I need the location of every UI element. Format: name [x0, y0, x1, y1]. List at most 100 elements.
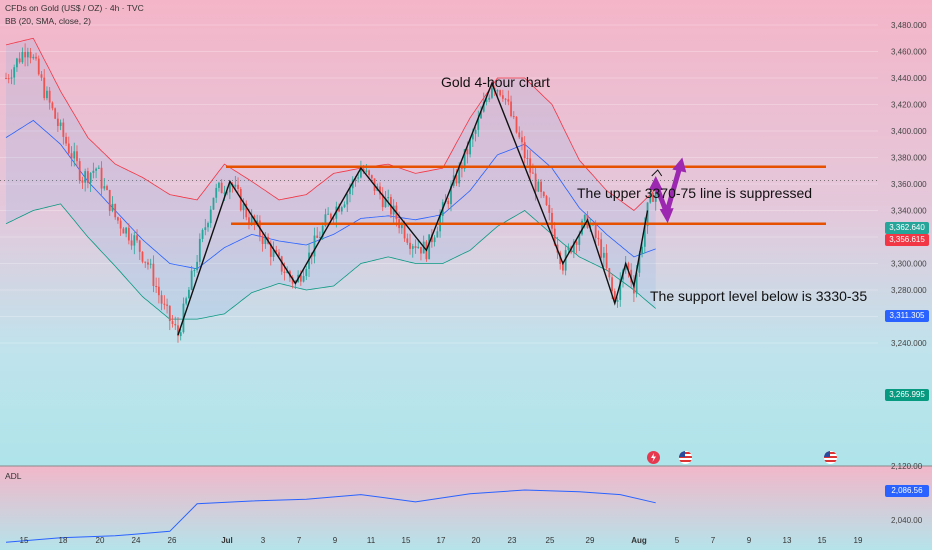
candle-body: [125, 227, 128, 234]
x-tick-label: Jul: [221, 536, 233, 545]
candle-body: [542, 191, 545, 197]
candle-body: [600, 239, 603, 258]
candle-body: [220, 182, 223, 194]
candle-body: [81, 180, 84, 183]
candle-body: [613, 291, 616, 302]
candle-body: [10, 77, 13, 79]
flash-event-icon[interactable]: [647, 451, 660, 464]
y-tick-label: 3,400.000: [891, 127, 927, 136]
candle-body: [37, 58, 40, 75]
adl-label[interactable]: ADL: [5, 471, 22, 481]
candle-body: [641, 246, 643, 254]
candle-body: [477, 118, 480, 130]
candle-body: [409, 242, 411, 249]
candle-body: [291, 277, 294, 284]
candle-body: [108, 189, 111, 211]
candle-body: [160, 295, 163, 304]
candle-body: [316, 235, 319, 238]
adl-value-box: 2,086.56: [885, 485, 929, 497]
symbol-title[interactable]: CFDs on Gold (US$ / OZ) · 4h · TVC: [5, 3, 144, 13]
candle-body: [387, 196, 390, 199]
us-flag-event-icon[interactable]: [824, 451, 837, 464]
candle-body: [594, 224, 597, 238]
candle-body: [332, 218, 335, 220]
y-tick-label: 3,240.000: [891, 339, 927, 348]
y-tick-label: 3,460.000: [891, 48, 927, 57]
candle-body: [283, 271, 286, 273]
candle-body: [608, 268, 611, 278]
x-tick-label: 20: [472, 536, 481, 545]
candle-body: [624, 263, 627, 270]
candle-body: [223, 192, 226, 194]
candle-body: [379, 186, 381, 195]
candle-body: [450, 185, 452, 205]
indicator-legend[interactable]: BB (20, SMA, close, 2): [5, 16, 91, 26]
candle-body: [127, 227, 130, 241]
candle-body: [400, 224, 403, 229]
upper-line-annotation: The upper 3370-75 line is suppressed: [577, 185, 813, 201]
candle-body: [381, 194, 384, 208]
candle-body: [190, 270, 193, 290]
candle-body: [299, 274, 302, 282]
candle-body: [619, 279, 622, 300]
candle-body: [529, 158, 532, 173]
candle-body: [209, 209, 212, 224]
candle-body: [567, 246, 570, 251]
candle-body: [455, 175, 458, 184]
candle-body: [226, 192, 229, 194]
x-tick-label: 15: [402, 536, 411, 545]
candle-body: [512, 116, 515, 118]
candle-body: [97, 167, 100, 169]
chart-title-annotation: Gold 4-hour chart: [441, 74, 550, 90]
candle-body: [5, 78, 7, 79]
x-tick-label: 15: [20, 536, 29, 545]
candle-body: [564, 250, 567, 271]
bb-lower-price-box: 3,265.995: [885, 389, 929, 401]
candle-body: [534, 173, 537, 192]
candle-body: [302, 276, 305, 282]
candle-body: [46, 90, 48, 99]
candle-body: [174, 323, 177, 326]
candle-body: [163, 303, 166, 305]
candle-body: [496, 90, 499, 92]
candle-body: [540, 181, 542, 192]
us-flag-event-icon[interactable]: [679, 451, 692, 464]
candle-body: [59, 122, 62, 127]
adl-tick-label: 2,040.00: [891, 516, 923, 525]
candle-body: [21, 52, 24, 63]
candle-body: [24, 52, 27, 58]
candle-body: [447, 200, 450, 205]
candle-body: [466, 149, 469, 155]
candle-body: [581, 220, 583, 235]
candle-body: [638, 253, 641, 273]
candle-body: [428, 234, 431, 260]
x-tick-label: 5: [675, 536, 680, 545]
candle-body: [7, 78, 10, 80]
candle-body: [324, 214, 327, 226]
candle-body: [433, 237, 436, 243]
x-tick-label: 29: [586, 536, 595, 545]
candle-body: [578, 234, 581, 245]
candle-body: [635, 272, 638, 294]
candle-body: [234, 184, 237, 187]
candle-body: [504, 98, 507, 100]
candle-body: [272, 249, 275, 257]
candle-body: [406, 238, 409, 243]
candle-body: [215, 187, 218, 198]
candle-body: [250, 215, 253, 224]
candle-body: [458, 165, 461, 184]
candle-body: [411, 246, 414, 249]
candle-body: [157, 286, 160, 296]
candle-body: [403, 224, 406, 239]
candle-body: [48, 90, 51, 103]
candle-body: [56, 118, 59, 127]
candle-body: [417, 246, 420, 249]
x-tick-label: 7: [297, 536, 302, 545]
candle-body: [278, 252, 280, 257]
adl-line: [5, 489, 656, 543]
y-tick-label: 3,340.000: [891, 207, 927, 216]
candle-body: [321, 225, 324, 238]
candle-body: [26, 51, 29, 58]
candle-body: [89, 172, 92, 183]
